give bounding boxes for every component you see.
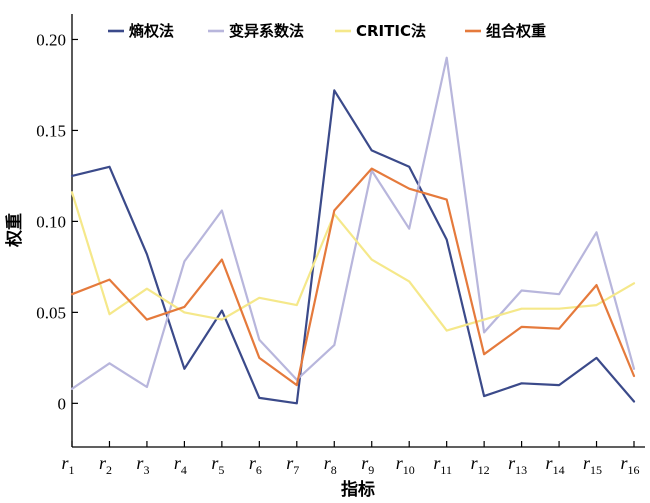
- legend-label: CRITIC法: [356, 22, 426, 40]
- legend-label: 熵权法: [128, 22, 174, 40]
- y-tick-label: 0.15: [36, 121, 66, 140]
- series-line-2: [70, 56, 636, 390]
- x-tick-label: r12: [471, 453, 490, 477]
- series-line-1: [70, 89, 636, 405]
- x-tick-label: r2: [99, 453, 112, 477]
- x-tick-label: r11: [433, 453, 452, 477]
- x-tick-label: r7: [286, 453, 299, 477]
- x-tick-label: r6: [249, 453, 262, 477]
- x-tick-label: r9: [361, 453, 374, 477]
- series-lines: [70, 56, 636, 405]
- legend-label: 组合权重: [486, 22, 546, 40]
- x-tick-label: r8: [324, 453, 337, 477]
- series-line-3: [70, 191, 636, 332]
- y-ticks: 0 0.05 0.10 0.15 0.20: [36, 30, 78, 413]
- x-tick-label: r4: [174, 453, 187, 477]
- x-tick-label: r14: [546, 453, 565, 477]
- y-tick-label: 0: [58, 394, 67, 413]
- y-tick-label: 0.10: [36, 212, 66, 231]
- series-line-4: [70, 167, 636, 387]
- y-tick-label: 0.20: [36, 30, 66, 49]
- x-tick-label: r1: [61, 453, 74, 477]
- x-tick-label: r5: [211, 453, 224, 477]
- y-tick-label: 0.05: [36, 303, 66, 322]
- x-tick-label: r13: [508, 453, 527, 477]
- x-tick-label: r15: [583, 453, 602, 477]
- x-ticks: r1 r2 r3 r4 r5 r6 r7 r8 r9 r10 r11 r12 r13 r14 r15 r16: [61, 441, 640, 477]
- y-axis-title: 权重: [4, 213, 25, 248]
- x-tick-label: r16: [620, 453, 639, 477]
- x-tick-label: r10: [396, 453, 415, 477]
- x-axis-title: 指标: [341, 479, 375, 500]
- legend: 熵权法 变异系数法 CRITIC法 组合权重: [108, 22, 546, 40]
- x-tick-label: r3: [136, 453, 149, 477]
- legend-label: 变异系数法: [229, 22, 304, 40]
